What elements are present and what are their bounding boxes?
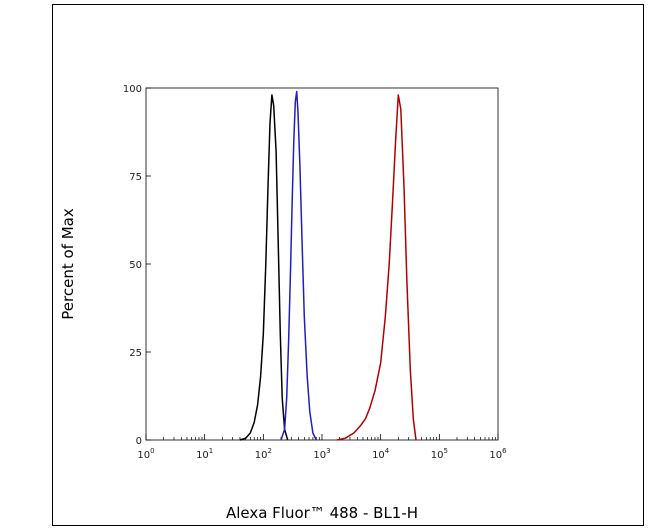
chart-frame: 100 101 102 103 104 105 106 0 25 50 75 100 Percent… xyxy=(52,4,644,526)
series-layer xyxy=(239,90,417,441)
x-tick-label: 103 xyxy=(313,447,330,461)
x-axis-ticks: 100 101 102 103 104 105 106 xyxy=(137,434,507,461)
x-tick-label: 101 xyxy=(196,447,213,461)
histogram-chart: 100 101 102 103 104 105 106 0 25 50 75 100 Percent… xyxy=(59,84,507,522)
x-tick-label: 106 xyxy=(489,447,507,461)
x-tick-label: 105 xyxy=(431,447,448,461)
series-line-2 xyxy=(280,90,317,441)
y-tick-label: 75 xyxy=(129,172,142,183)
x-tick-label: 102 xyxy=(255,447,272,461)
series-line-3 xyxy=(336,94,417,441)
y-axis-ticks: 0 25 50 75 100 xyxy=(123,84,151,447)
x-tick-label: 100 xyxy=(137,447,154,461)
y-tick-label: 50 xyxy=(129,260,142,271)
x-minor-ticks xyxy=(163,437,496,440)
y-tick-label: 25 xyxy=(129,348,142,359)
y-tick-label: 0 xyxy=(136,436,142,447)
x-axis-title: Alexa Fluor™ 488 - BL1-H xyxy=(226,504,418,522)
x-tick-label: 104 xyxy=(372,447,390,461)
y-axis-title: Percent of Max xyxy=(59,208,77,320)
series-line-1 xyxy=(239,94,289,441)
plot-area xyxy=(145,87,499,441)
y-tick-label: 100 xyxy=(123,84,142,95)
